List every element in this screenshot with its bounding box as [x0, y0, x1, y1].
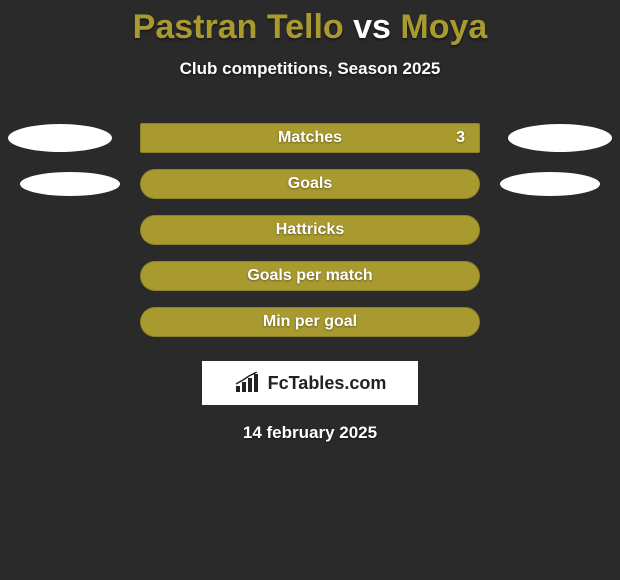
- title-vs: vs: [344, 8, 401, 46]
- right-ellipse-icon: [508, 124, 612, 152]
- stat-bar: Matches 3: [140, 123, 480, 153]
- stat-value: 3: [456, 129, 465, 147]
- logo-text: FcTables.com: [268, 373, 387, 394]
- stat-bar: Hattricks: [140, 215, 480, 245]
- stat-label: Goals per match: [247, 267, 372, 285]
- left-ellipse-icon: [8, 124, 112, 152]
- stat-row-goals: Goals: [0, 161, 620, 207]
- stat-row-goals-per-match: Goals per match: [0, 253, 620, 299]
- page-title: Pastran Tello vs Moya: [0, 0, 620, 47]
- right-ellipse-icon: [500, 172, 600, 196]
- logo-box[interactable]: FcTables.com: [202, 361, 418, 405]
- title-player1: Pastran Tello: [133, 8, 344, 46]
- stat-bar: Min per goal: [140, 307, 480, 337]
- subtitle: Club competitions, Season 2025: [0, 59, 620, 79]
- bar-chart-icon: [234, 372, 262, 394]
- stat-label: Matches: [278, 129, 342, 147]
- title-player2: Moya: [400, 8, 487, 46]
- stat-bar: Goals per match: [140, 261, 480, 291]
- date-text: 14 february 2025: [0, 423, 620, 443]
- logo-inner: FcTables.com: [234, 372, 387, 394]
- stat-rows: Matches 3 Goals Hattricks Goals per matc…: [0, 115, 620, 345]
- stat-label: Hattricks: [276, 221, 344, 239]
- stat-row-matches: Matches 3: [0, 115, 620, 161]
- stat-row-min-per-goal: Min per goal: [0, 299, 620, 345]
- infographic-container: Pastran Tello vs Moya Club competitions,…: [0, 0, 620, 580]
- stat-label: Goals: [288, 175, 332, 193]
- left-ellipse-icon: [20, 172, 120, 196]
- stat-row-hattricks: Hattricks: [0, 207, 620, 253]
- stat-bar: Goals: [140, 169, 480, 199]
- stat-label: Min per goal: [263, 313, 357, 331]
